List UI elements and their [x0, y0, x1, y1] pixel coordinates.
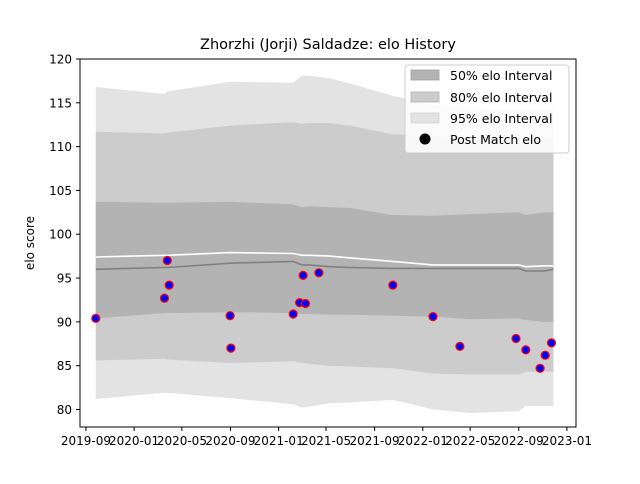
post-match-points [91, 255, 557, 373]
legend-swatch-95 [410, 112, 440, 124]
legend-label-post-match: Post Match elo [450, 132, 541, 147]
legend-frame [404, 64, 570, 154]
x-tick-label: 2022-01 [398, 434, 448, 448]
x-tick-label: 2021-05 [301, 434, 351, 448]
post-match-point [91, 313, 101, 323]
legend-swatch-80 [410, 91, 440, 103]
post-match-point [546, 338, 557, 348]
y-tick-label: 100 [49, 228, 72, 242]
axes [79, 58, 577, 428]
post-match-point [164, 280, 174, 290]
x-tick-label: 2019-09 [61, 434, 111, 448]
x-tick-label: 2022-05 [445, 434, 495, 448]
y-tick-label: 115 [49, 96, 72, 110]
y-tick-label: 110 [49, 140, 72, 154]
band-50-interval [95, 201, 554, 322]
post-match-point [159, 293, 170, 303]
post-match-point [535, 363, 545, 373]
y-tick-label: 85 [57, 359, 72, 373]
post-match-point [298, 270, 308, 280]
post-match-point [521, 345, 531, 355]
post-match-point [388, 280, 398, 290]
post-match-point [162, 255, 172, 266]
post-match-point [540, 350, 550, 360]
legend-label-80: 80% elo Interval [450, 90, 552, 105]
x-tick-label: 2020-09 [205, 434, 255, 448]
post-match-point [314, 268, 324, 278]
post-match-point [511, 333, 521, 344]
legend-swatch-50 [410, 69, 440, 81]
chart-title: Zhorzhi (Jorji) Saldadze: elo History [200, 37, 456, 53]
legend-label-95: 95% elo Interval [450, 111, 552, 126]
elo-lines [95, 251, 554, 272]
post-match-point [300, 298, 311, 309]
x-tick-label: 2020-05 [157, 434, 207, 448]
post-match-point [455, 341, 465, 351]
y-tick-label: 105 [49, 184, 72, 198]
interval-bands [95, 75, 554, 413]
y-tick-label: 80 [57, 403, 72, 417]
y-axis-ticks: 80 85 90 95 100 105 110 115 120 [49, 53, 80, 417]
post-match-point [288, 309, 298, 319]
post-match-point [225, 311, 235, 321]
x-axis-ticks: 2019-092020-012020-052020-092021-012021-… [61, 427, 592, 448]
x-tick-label: 2020-01 [109, 434, 159, 448]
x-tick-label: 2021-01 [254, 434, 304, 448]
post-match-point [428, 312, 438, 322]
median-elo-line [95, 260, 554, 272]
legend-marker-post-match [419, 133, 431, 145]
mean-elo-line [95, 251, 554, 268]
post-match-point [226, 343, 236, 353]
legend-label-50: 50% elo Interval [450, 68, 552, 83]
x-tick-label: 2021-09 [350, 434, 400, 448]
y-tick-label: 95 [57, 272, 72, 286]
x-tick-label: 2023-01 [542, 434, 592, 448]
y-tick-label: 120 [49, 53, 72, 67]
legend: 50% elo Interval 80% elo Interval 95% el… [404, 64, 570, 154]
plot-frame [79, 58, 577, 428]
x-tick-label: 2022-09 [494, 434, 544, 448]
y-axis-label: elo score [23, 216, 37, 270]
y-tick-label: 90 [57, 315, 72, 329]
